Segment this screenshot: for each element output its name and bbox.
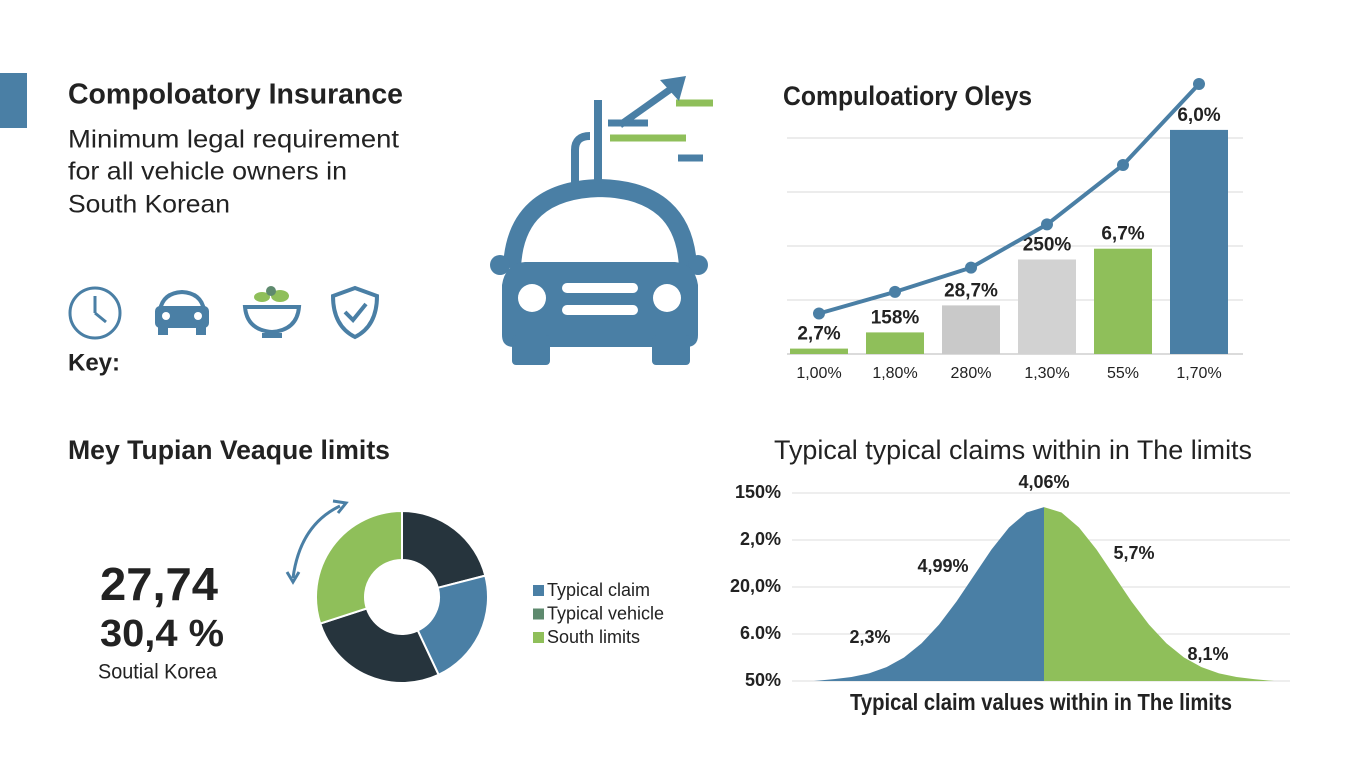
donut-slice xyxy=(416,574,489,677)
bar xyxy=(790,348,848,354)
bar xyxy=(1018,259,1076,354)
rotate-arrow xyxy=(285,499,349,585)
line-marker xyxy=(965,261,977,274)
donut-slice xyxy=(401,509,487,590)
stat-secondary: 30,4 % xyxy=(100,613,224,655)
accent-bar xyxy=(0,73,27,128)
area xyxy=(814,507,1044,681)
y-tick-label: 20,0% xyxy=(730,576,781,596)
bar-annotation: 158% xyxy=(871,307,920,328)
shield-icon xyxy=(330,285,380,340)
x-axis-label: Typical claim values within in The limit… xyxy=(850,689,1232,715)
x-tick-label: 55% xyxy=(1107,365,1139,382)
annotation: 2,3% xyxy=(849,627,890,647)
line xyxy=(818,82,1201,316)
bar xyxy=(866,332,924,354)
description-line: Minimum legal requirement xyxy=(68,126,399,154)
bar-annotation: 6,0% xyxy=(1177,105,1220,126)
y-tick-label: 6.0% xyxy=(740,623,781,643)
stat-caption: Soutial Korea xyxy=(98,661,217,684)
legend-label: Typical claim xyxy=(547,580,650,600)
legend-swatch xyxy=(533,632,544,643)
stat-primary: 27,74 xyxy=(100,558,218,610)
clock-icon xyxy=(68,286,122,340)
x-tick-label: 1,00% xyxy=(796,365,841,382)
legend-label: South limits xyxy=(547,627,640,647)
annotation: 4,99% xyxy=(917,556,968,576)
line-marker xyxy=(889,285,901,298)
chart-title: Mey Tupian Veaque limits xyxy=(68,435,390,465)
bar-annotation: 28,7% xyxy=(944,280,998,301)
line-marker xyxy=(813,307,825,320)
title: Compoloatory Insurance xyxy=(68,79,403,111)
bar-annotation: 2,7% xyxy=(797,324,840,345)
bar-annotation: 6,7% xyxy=(1101,224,1144,245)
description-line: South Korean xyxy=(68,191,230,219)
line-marker xyxy=(1041,218,1053,231)
line-marker xyxy=(1117,159,1129,171)
x-tick-label: 1,70% xyxy=(1176,365,1221,382)
y-tick-label: 150% xyxy=(735,482,781,502)
donut-slice xyxy=(315,509,403,625)
annotation: 4,06% xyxy=(1018,472,1069,492)
x-tick-label: 1,80% xyxy=(872,365,917,382)
description-line: for all vehicle owners in xyxy=(68,158,347,186)
chart-title: Typical typical claims within in The lim… xyxy=(774,435,1252,465)
area xyxy=(1044,507,1274,681)
chart-title: Compuloatiory Oleys xyxy=(783,81,1032,111)
donut-slice xyxy=(318,607,440,684)
y-tick-label: 50% xyxy=(745,670,781,690)
bar xyxy=(1094,248,1152,354)
bar xyxy=(1170,129,1228,354)
car-icon xyxy=(155,289,209,335)
line-marker xyxy=(1193,78,1205,90)
annotation: 5,7% xyxy=(1113,543,1154,563)
car-illustration xyxy=(490,76,713,365)
legend-swatch xyxy=(533,585,544,596)
bar-annotation: 250% xyxy=(1023,235,1072,256)
x-tick-label: 280% xyxy=(951,365,992,382)
y-tick-label: 2,0% xyxy=(740,529,781,549)
bowl-icon xyxy=(242,286,302,338)
legend-label: Typical vehicle xyxy=(547,603,664,623)
bar xyxy=(942,305,1000,354)
x-tick-label: 1,30% xyxy=(1024,365,1069,382)
key-label: Key: xyxy=(68,349,120,376)
annotation: 8,1% xyxy=(1187,644,1228,664)
legend-swatch xyxy=(533,608,544,620)
